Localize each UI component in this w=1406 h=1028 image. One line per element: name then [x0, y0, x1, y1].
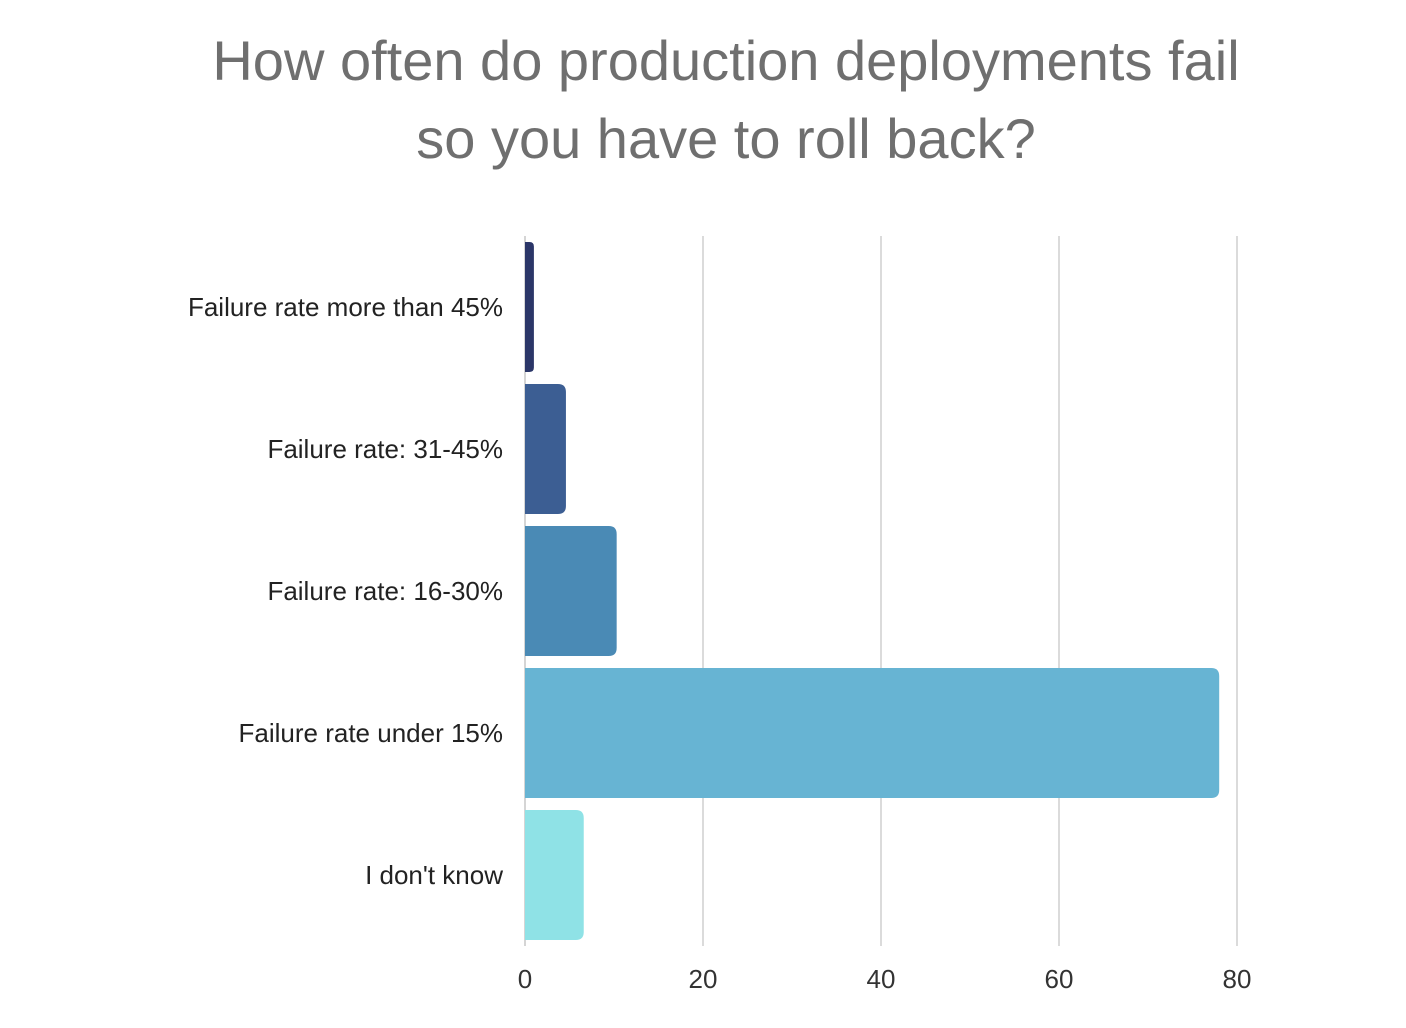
category-label: Failure rate under 15% [239, 718, 503, 748]
category-label: I don't know [365, 860, 503, 890]
category-label: Failure rate: 16-30% [267, 576, 503, 606]
chart-title-line-2: so you have to roll back? [416, 107, 1036, 170]
x-tick-label: 40 [867, 964, 896, 994]
category-label: Failure rate more than 45% [188, 292, 503, 322]
gridlines [524, 236, 1238, 946]
bar [525, 384, 566, 514]
x-tick-label: 80 [1223, 964, 1252, 994]
x-axis-tick-labels: 0 20 40 60 80 [518, 964, 1252, 994]
x-tick-label: 60 [1045, 964, 1074, 994]
chart-title-line-1: How often do production deployments fail [212, 29, 1240, 92]
x-tick-label: 20 [689, 964, 718, 994]
category-labels: Failure rate more than 45% Failure rate: … [188, 292, 503, 890]
bar [525, 668, 1220, 798]
chart-title: How often do production deployments fail… [0, 22, 1406, 178]
x-tick-label: 0 [518, 964, 532, 994]
bar [525, 810, 584, 940]
bar [525, 526, 617, 656]
bars [525, 242, 1220, 940]
bar [525, 242, 534, 372]
category-label: Failure rate: 31-45% [267, 434, 503, 464]
